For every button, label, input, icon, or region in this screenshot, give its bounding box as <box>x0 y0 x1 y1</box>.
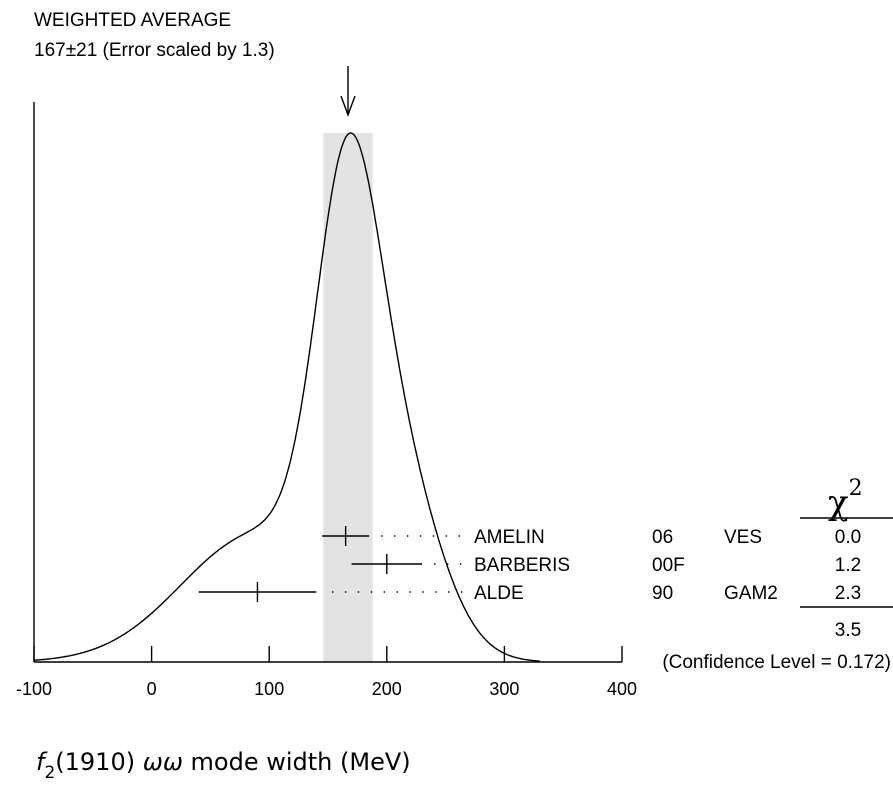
measurement-technique: GAM2 <box>724 583 778 604</box>
x-tick-label: -100 <box>16 679 52 699</box>
measurement-author: ALDE <box>474 583 524 604</box>
measurement-chi2: 0.0 <box>835 527 861 548</box>
measurement-chi2: 1.2 <box>835 555 861 576</box>
x-ticks: -100 0 100 200 300 400 <box>16 646 637 699</box>
x-tick-label: 300 <box>489 679 519 699</box>
measurement-row: ALDE 90 GAM2 2.3 <box>198 582 861 604</box>
measurement-year: 90 <box>652 583 673 604</box>
measurement-author: AMELIN <box>474 527 545 548</box>
chart-title: WEIGHTED AVERAGE <box>34 10 231 31</box>
measurement-technique: VES <box>724 527 762 548</box>
x-tick-label: 400 <box>607 679 637 699</box>
confidence-level: (Confidence Level = 0.172) <box>662 652 891 673</box>
arrow-head <box>340 95 356 118</box>
x-tick-label: 100 <box>254 679 284 699</box>
measurement-row: AMELIN 06 VES 0.0 <box>322 526 861 548</box>
measurement-row: BARBERIS 00F 1.2 <box>351 554 861 576</box>
chart-subtitle: 167±21 (Error scaled by 1.3) <box>34 40 275 61</box>
average-arrow <box>340 66 356 118</box>
measurement-author: BARBERIS <box>474 555 570 576</box>
ideogram-curve <box>33 132 540 662</box>
measurement-chi2: 2.3 <box>835 583 861 604</box>
chi2-header: χ2 <box>828 476 863 523</box>
x-tick-label: 0 <box>147 679 157 699</box>
measurements: AMELIN 06 VES 0.0 BARBERIS 00F 1.2 ALDE 90 GAM2 2.… <box>198 526 861 604</box>
chi2-total: 3.5 <box>835 620 861 641</box>
measurement-year: 06 <box>652 527 673 548</box>
x-axis-label: f2(1910) ωω mode width (MeV) <box>36 748 411 783</box>
measurement-year: 00F <box>652 555 685 576</box>
x-tick-label: 200 <box>372 679 402 699</box>
average-error-band <box>323 133 373 662</box>
